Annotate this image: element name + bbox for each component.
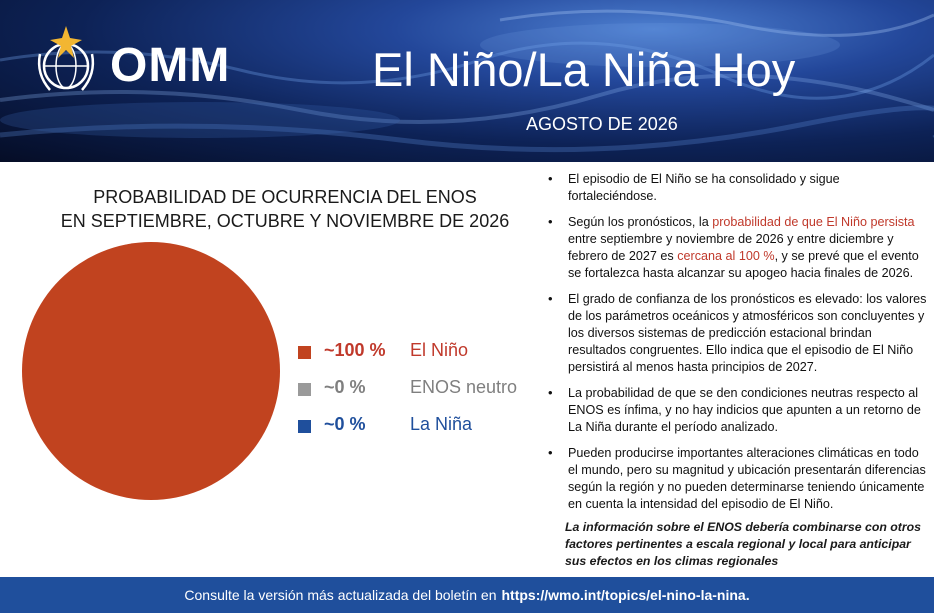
footer-text: Consulte la versión más actualizada del … bbox=[184, 587, 497, 603]
bullet-text: Según los pronósticos, la bbox=[568, 215, 713, 229]
legend-value: ~0 % bbox=[324, 414, 366, 434]
page-subtitle: AGOSTO DE 2026 bbox=[526, 114, 678, 134]
legend-value: ~0 % bbox=[324, 377, 366, 397]
bullet-item: La probabilidad de que se den condicione… bbox=[548, 384, 930, 436]
bullet-list: El episodio de El Niño se ha consolidado… bbox=[548, 170, 930, 522]
bullet-item: El episodio de El Niño se ha consolidado… bbox=[548, 170, 930, 205]
legend-swatch bbox=[298, 420, 311, 433]
bullet-item: El grado de confianza de los pronósticos… bbox=[548, 290, 930, 376]
bullet-text: entre septiembre y noviembre de 2026 y e… bbox=[568, 232, 894, 263]
legend-swatch bbox=[298, 346, 311, 359]
legend-label: La Niña bbox=[410, 414, 473, 434]
bullet-text: , y se prevé que el evento se fortalezca… bbox=[568, 249, 919, 280]
legend-label: El Niño bbox=[410, 340, 469, 360]
footer-bar: Consulte la versión más actualizada del … bbox=[0, 577, 934, 613]
highlight-text: probabilidad de que El Niño persista bbox=[712, 215, 915, 229]
chart-title-line2: EN SEPTIEMBRE, OCTUBRE Y NOVIEMBRE DE 20… bbox=[60, 211, 510, 231]
info-note: La información sobre el ENOS debería com… bbox=[565, 520, 922, 568]
pie-slice-el-ni-o bbox=[22, 242, 280, 500]
chart-title-line1: PROBABILIDAD DE OCURRENCIA DEL ENOS bbox=[93, 187, 477, 207]
legend-swatch bbox=[298, 383, 311, 396]
chart-title: PROBABILIDAD DE OCURRENCIA DEL ENOS EN S… bbox=[20, 185, 550, 233]
logo-text: OMM bbox=[110, 39, 231, 92]
legend-value: ~100 % bbox=[324, 340, 386, 360]
wmo-emblem-icon bbox=[37, 26, 95, 91]
bullet-item: Según los pronósticos, la probabilidad d… bbox=[548, 213, 930, 282]
footer-link[interactable]: https://wmo.int/topics/el-nino-la-nina. bbox=[501, 587, 750, 603]
legend-label: ENOS neutro bbox=[410, 377, 518, 397]
ocean-background bbox=[0, 9, 934, 153]
header-banner: OMM El Niño/La Niña Hoy AGOSTO DE 2026 bbox=[0, 0, 934, 162]
page-title: El Niño/La Niña Hoy bbox=[372, 43, 796, 96]
highlight-text: cercana al 100 % bbox=[677, 249, 775, 263]
bullet-item: Pueden producirse importantes alteracion… bbox=[548, 444, 930, 513]
